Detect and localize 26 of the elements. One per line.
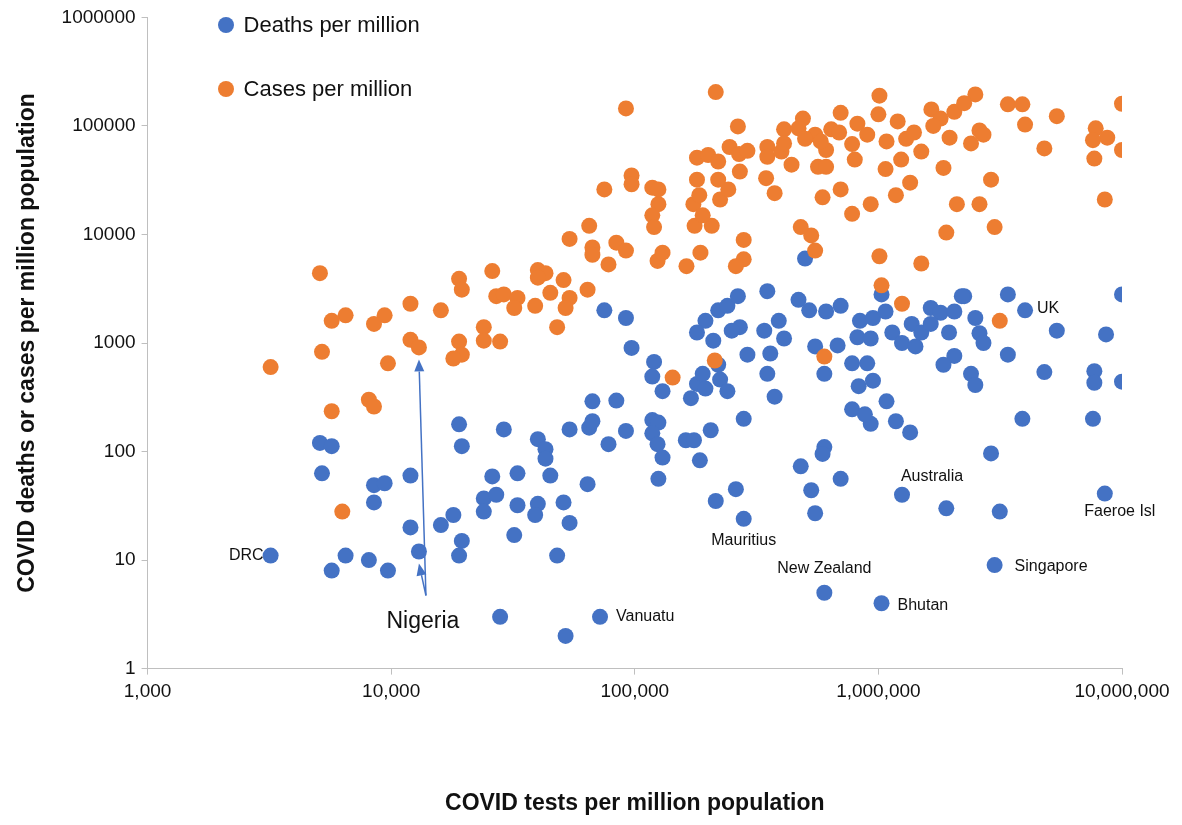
y-tick-label: 1 <box>124 656 136 678</box>
x-tick-label: 1,000,000 <box>836 680 921 702</box>
annotation: Vanuatu <box>616 607 675 625</box>
y-tick-label: 1000000 <box>61 5 136 27</box>
y-tick-label: 100 <box>103 439 136 461</box>
legend-label: Deaths per million <box>243 12 420 39</box>
legend-label: Cases per million <box>243 76 413 103</box>
y-tick-label: 1000 <box>93 331 136 353</box>
x-tick-label: 1,000 <box>123 680 172 702</box>
x-axis-title: COVID tests per million population <box>445 788 825 815</box>
annotation: Mauritius <box>711 531 777 549</box>
y-tick-label: 10000 <box>82 222 136 244</box>
x-tick-label: 100,000 <box>600 680 670 702</box>
annotation: Bhutan <box>897 595 949 613</box>
y-tick-label: 100000 <box>72 114 136 136</box>
annotation: Australia <box>900 467 964 485</box>
annotation: New Zealand <box>777 559 872 577</box>
annotation: UK <box>1037 298 1060 316</box>
y-tick-label: 10 <box>114 548 136 570</box>
annotation: DRC <box>228 545 264 563</box>
annotation: Singapore <box>1014 557 1088 575</box>
y-axis-title: COVID deaths or cases per million population <box>13 93 40 593</box>
annotation: Nigeria <box>386 606 460 633</box>
x-tick-label: 10,000,000 <box>1074 680 1170 702</box>
x-tick-label: 10,000 <box>362 680 421 702</box>
annotation: Faeroe Isl <box>1084 501 1156 519</box>
